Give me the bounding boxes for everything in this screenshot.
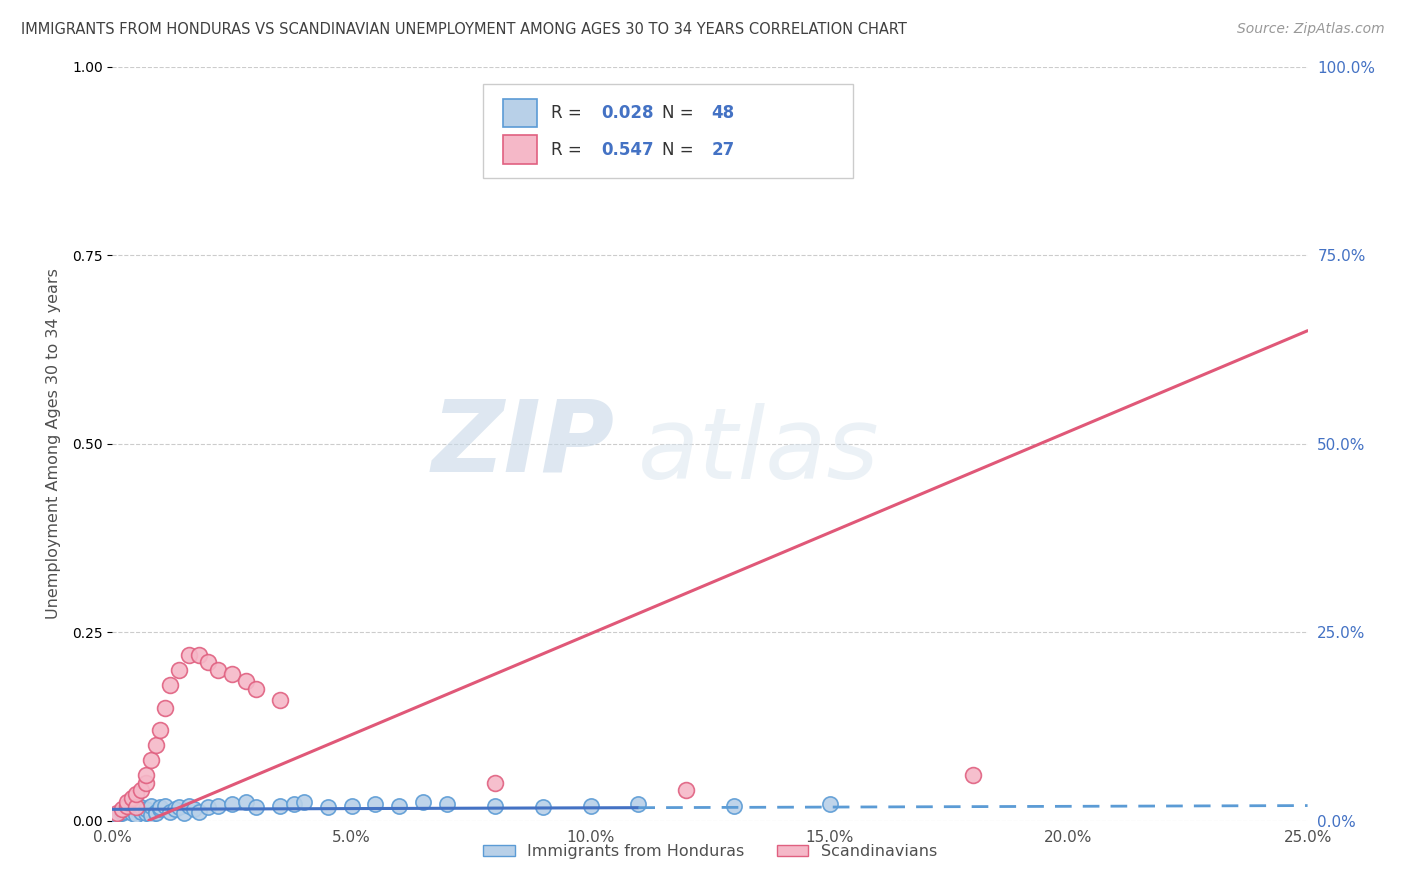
Point [121, 798, 143, 813]
Text: atlas: atlas [638, 403, 880, 500]
Point [115, 798, 138, 813]
Point [115, 802, 138, 816]
Text: IMMIGRANTS FROM HONDURAS VS SCANDINAVIAN UNEMPLOYMENT AMONG AGES 30 TO 34 YEARS : IMMIGRANTS FROM HONDURAS VS SCANDINAVIAN… [21, 22, 907, 37]
Point [235, 795, 257, 809]
Point [105, 806, 128, 821]
Text: 48: 48 [711, 103, 734, 122]
Point [135, 776, 157, 790]
FancyBboxPatch shape [484, 84, 853, 178]
Point [121, 806, 143, 821]
Point [269, 693, 291, 707]
Point [245, 681, 267, 696]
Point [235, 674, 257, 689]
Point [129, 800, 152, 814]
Text: N =: N = [662, 141, 699, 159]
Point [531, 800, 554, 814]
Point [105, 807, 128, 822]
Point [197, 800, 219, 814]
Point [187, 648, 209, 662]
Point [436, 797, 458, 811]
Point [159, 805, 181, 819]
Point [111, 802, 134, 816]
Point [221, 797, 243, 811]
Text: ZIP: ZIP [432, 395, 614, 492]
Point [125, 787, 148, 801]
Point [183, 802, 205, 816]
Point [169, 663, 191, 677]
Text: R =: R = [551, 103, 588, 122]
Point [145, 806, 167, 821]
Point [579, 798, 602, 813]
Point [197, 656, 219, 670]
Point [139, 753, 162, 767]
Point [187, 805, 209, 819]
Point [207, 663, 229, 677]
Point [484, 776, 506, 790]
Point [283, 797, 305, 811]
Point [115, 800, 138, 814]
Point [129, 805, 152, 819]
Point [177, 798, 200, 813]
Point [292, 795, 315, 809]
Point [723, 798, 745, 813]
Point [177, 648, 200, 662]
Point [135, 806, 157, 821]
Point [111, 806, 134, 821]
Point [149, 723, 172, 738]
Point [153, 798, 176, 813]
Text: Source: ZipAtlas.com: Source: ZipAtlas.com [1237, 22, 1385, 37]
Point [125, 802, 148, 816]
Point [675, 783, 697, 797]
Legend: Immigrants from Honduras, Scandinavians: Immigrants from Honduras, Scandinavians [477, 838, 943, 865]
Point [139, 798, 162, 813]
Point [173, 806, 195, 821]
Point [169, 800, 191, 814]
Text: 27: 27 [711, 141, 734, 159]
Point [139, 807, 162, 822]
Point [145, 739, 167, 753]
Text: N =: N = [662, 103, 699, 122]
Point [221, 666, 243, 681]
Point [149, 800, 172, 814]
Point [135, 802, 157, 816]
Point [129, 783, 152, 797]
Text: 0.547: 0.547 [602, 141, 654, 159]
Point [207, 798, 229, 813]
Point [159, 678, 181, 692]
Point [125, 797, 148, 811]
Point [412, 795, 434, 809]
Text: R =: R = [551, 141, 588, 159]
Point [340, 798, 363, 813]
Point [125, 800, 148, 814]
FancyBboxPatch shape [503, 136, 537, 164]
Point [364, 797, 387, 811]
Point [818, 797, 841, 811]
Point [111, 805, 134, 819]
Point [145, 805, 167, 819]
Point [153, 700, 176, 714]
Point [245, 800, 267, 814]
Point [149, 802, 172, 816]
Point [316, 800, 339, 814]
Point [115, 795, 138, 809]
Point [962, 768, 984, 782]
Point [125, 807, 148, 822]
Point [121, 791, 143, 805]
Point [163, 802, 186, 816]
Point [135, 768, 157, 782]
Y-axis label: Unemployment Among Ages 30 to 34 years: Unemployment Among Ages 30 to 34 years [46, 268, 60, 619]
FancyBboxPatch shape [503, 98, 537, 128]
Point [388, 798, 411, 813]
Point [484, 798, 506, 813]
Point [627, 797, 650, 811]
Text: 0.028: 0.028 [602, 103, 654, 122]
Point [269, 798, 291, 813]
